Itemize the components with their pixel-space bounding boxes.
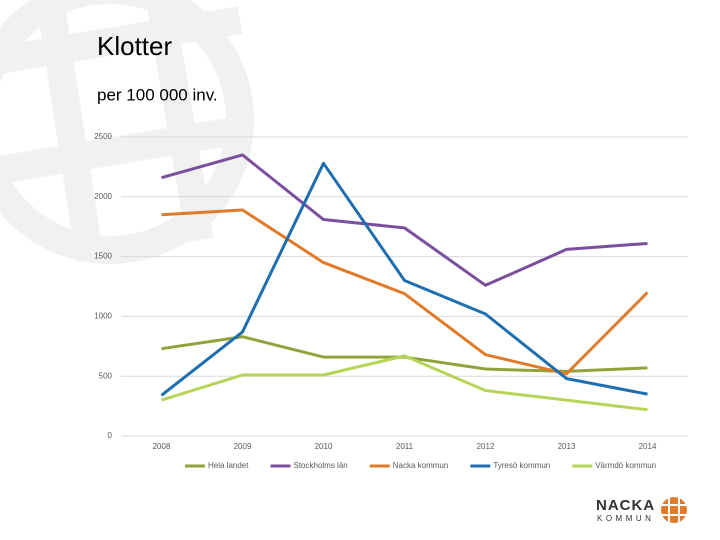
series-line: [161, 153, 648, 287]
logo-grid: [661, 497, 687, 523]
y-tick-label: 1000: [94, 312, 112, 321]
y-tick-label: 1500: [94, 252, 112, 261]
legend-item: Stockholms län: [270, 461, 348, 470]
y-tick-label: 500: [99, 371, 113, 380]
logo-emblem: [661, 497, 687, 523]
series-line: [161, 354, 648, 412]
x-tick-label: 2010: [315, 442, 333, 451]
x-tick-label: 2014: [639, 442, 657, 451]
legend-label: Stockholms län: [293, 461, 347, 470]
chart-subtitle: per 100 000 inv.: [97, 85, 218, 104]
x-tick-label: 2008: [153, 442, 171, 451]
legend-label: Hela landet: [208, 461, 249, 470]
series-line: [160, 161, 648, 397]
legend-item: Hela landet: [185, 461, 249, 470]
legend-label: Tyresö kommun: [493, 461, 550, 470]
legend-item: Värmdö kommun: [572, 461, 656, 470]
x-tick-label: 2013: [558, 442, 576, 451]
logo-name: NACKA: [596, 497, 655, 514]
x-tick-label: 2011: [396, 442, 414, 451]
legend-label: Värmdö kommun: [595, 461, 656, 470]
legend-item: Nacka kommun: [369, 461, 449, 470]
x-tick-label: 2009: [234, 442, 252, 451]
logo-sub: KOMMUN: [597, 514, 654, 523]
legend-item: Tyresö kommun: [470, 461, 550, 470]
y-tick-label: 2000: [94, 192, 112, 201]
chart-title: Klotter: [97, 31, 172, 61]
x-tick-label: 2012: [477, 442, 495, 451]
legend-label: Nacka kommun: [393, 461, 449, 470]
y-tick-label: 0: [108, 431, 113, 440]
y-tick-label: 2500: [94, 132, 112, 141]
series-line: [161, 208, 649, 376]
logo: NACKA KOMMUN: [596, 497, 687, 523]
